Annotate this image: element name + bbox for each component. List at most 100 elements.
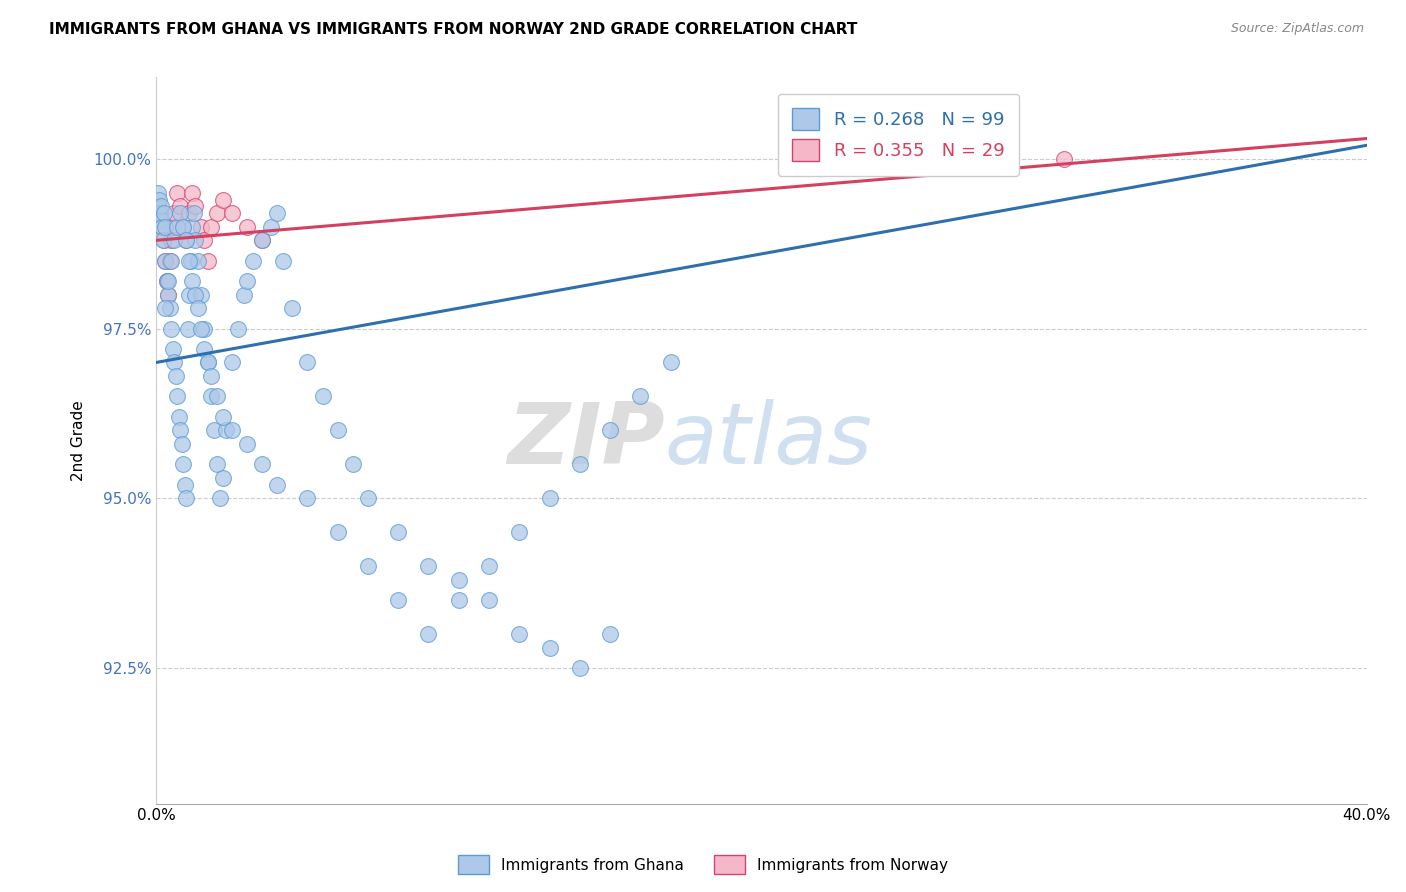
Point — [205, 457, 228, 471]
Point — [157, 287, 180, 301]
Point — [478, 593, 501, 607]
Point — [190, 321, 212, 335]
Point — [159, 253, 181, 268]
Point — [166, 186, 188, 200]
Point — [568, 661, 591, 675]
Point — [197, 253, 219, 268]
Point — [599, 627, 621, 641]
Point — [190, 287, 212, 301]
Point — [181, 186, 204, 200]
Point — [152, 206, 174, 220]
Point — [172, 457, 194, 471]
Point — [200, 219, 222, 234]
Point — [163, 233, 186, 247]
Text: ZIP: ZIP — [508, 399, 665, 482]
Text: atlas: atlas — [665, 399, 873, 482]
Point — [221, 206, 243, 220]
Point — [153, 253, 176, 268]
Point — [153, 219, 176, 234]
Point — [170, 437, 193, 451]
Point — [215, 423, 238, 437]
Point — [236, 437, 259, 451]
Point — [211, 409, 233, 424]
Point — [447, 593, 470, 607]
Point — [183, 206, 205, 220]
Point — [193, 342, 215, 356]
Point — [162, 219, 184, 234]
Point — [163, 206, 186, 220]
Point — [148, 206, 170, 220]
Point — [508, 627, 530, 641]
Point — [163, 355, 186, 369]
Point — [508, 525, 530, 540]
Point — [181, 274, 204, 288]
Point — [197, 355, 219, 369]
Point — [160, 321, 183, 335]
Point — [260, 219, 283, 234]
Point — [659, 355, 682, 369]
Point — [418, 559, 440, 574]
Point — [156, 274, 179, 288]
Point — [418, 627, 440, 641]
Point — [148, 193, 170, 207]
Point — [153, 301, 176, 316]
Point — [200, 369, 222, 384]
Point — [180, 253, 202, 268]
Point — [167, 409, 190, 424]
Point — [538, 640, 561, 655]
Point — [205, 206, 228, 220]
Point — [221, 355, 243, 369]
Point — [297, 491, 319, 506]
Point — [236, 274, 259, 288]
Point — [311, 389, 333, 403]
Point — [342, 457, 364, 471]
Point — [176, 491, 198, 506]
Point — [447, 573, 470, 587]
Point — [208, 491, 231, 506]
Point — [152, 233, 174, 247]
Point — [221, 423, 243, 437]
Point — [200, 389, 222, 403]
Point — [149, 206, 172, 220]
Point — [150, 199, 173, 213]
Point — [387, 525, 409, 540]
Point — [297, 355, 319, 369]
Point — [271, 253, 294, 268]
Point — [169, 206, 191, 220]
Point — [193, 233, 215, 247]
Point — [166, 389, 188, 403]
Point — [242, 253, 264, 268]
Point — [478, 559, 501, 574]
Text: IMMIGRANTS FROM GHANA VS IMMIGRANTS FROM NORWAY 2ND GRADE CORRELATION CHART: IMMIGRANTS FROM GHANA VS IMMIGRANTS FROM… — [49, 22, 858, 37]
Point — [169, 199, 191, 213]
Point — [236, 219, 259, 234]
Point — [357, 559, 380, 574]
Point — [157, 274, 180, 288]
Legend: Immigrants from Ghana, Immigrants from Norway: Immigrants from Ghana, Immigrants from N… — [451, 849, 955, 880]
Point — [177, 321, 200, 335]
Point — [173, 477, 195, 491]
Point — [160, 233, 183, 247]
Point — [166, 219, 188, 234]
Point — [160, 253, 183, 268]
Point — [172, 219, 194, 234]
Point — [568, 457, 591, 471]
Point — [153, 253, 176, 268]
Point — [187, 301, 209, 316]
Point — [152, 233, 174, 247]
Point — [148, 199, 170, 213]
Point — [202, 423, 225, 437]
Point — [211, 471, 233, 485]
Point — [232, 287, 254, 301]
Point — [148, 186, 170, 200]
Text: Source: ZipAtlas.com: Source: ZipAtlas.com — [1230, 22, 1364, 36]
Point — [184, 199, 207, 213]
Point — [187, 253, 209, 268]
Point — [211, 193, 233, 207]
Point — [179, 206, 201, 220]
Point — [162, 342, 184, 356]
Point — [149, 213, 172, 227]
Point — [157, 287, 180, 301]
Point — [149, 213, 172, 227]
Point — [357, 491, 380, 506]
